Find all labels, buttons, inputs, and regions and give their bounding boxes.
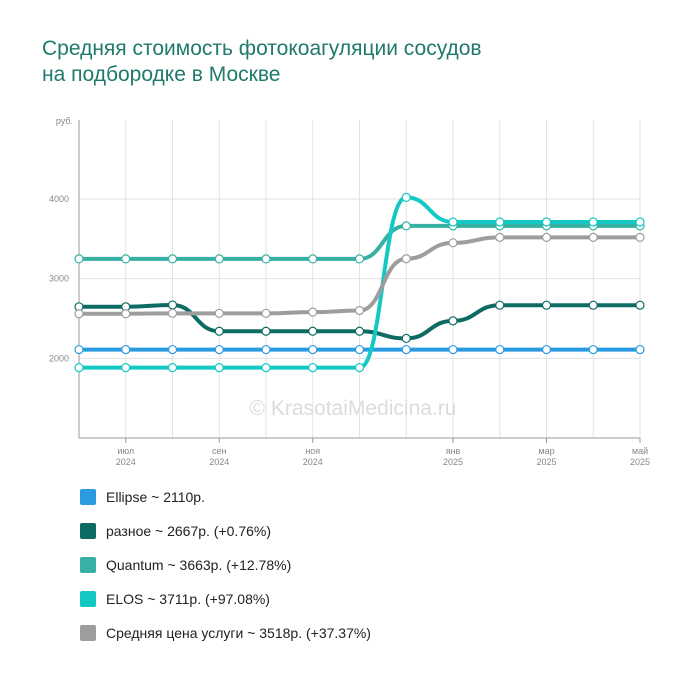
series-1-point	[167, 300, 178, 310]
legend-label: Средняя цена услуги ~ 3518р. (+37.37%)	[106, 625, 371, 641]
legend-item: Ellipse ~ 2110р.	[80, 488, 371, 506]
chart-title: Средняя стоимость фотокоагуляции сосудов…	[42, 36, 662, 88]
series-1-point	[401, 333, 411, 344]
legend-label: ELOS ~ 3711р. (+97.08%)	[106, 591, 270, 607]
chart-title-line-2: на подбородке в Москве	[42, 63, 281, 86]
series-4-point	[121, 309, 131, 319]
series-3-point	[214, 363, 224, 373]
watermark: © KrasotaiMedicina.ru	[250, 397, 457, 420]
chart-grid	[78, 120, 641, 438]
series-4-point	[354, 305, 365, 316]
series-3-point	[401, 192, 411, 203]
series-2-point	[167, 254, 178, 264]
series-0-point	[541, 344, 552, 355]
series-2-point	[121, 254, 131, 264]
chart-legend: Ellipse ~ 2110р. разное ~ 2667р. (+0.76%)…	[80, 488, 371, 658]
series-3-point	[495, 217, 505, 227]
series-3-point	[121, 363, 131, 373]
series-1-point	[635, 300, 645, 310]
y-tick-label: 4000	[49, 194, 69, 204]
legend-label: разное ~ 2667р. (+0.76%)	[106, 523, 271, 539]
legend-swatch	[80, 591, 96, 607]
y-tick-label: 3000	[49, 274, 69, 284]
series-0-point	[308, 344, 318, 355]
x-tick-label-year: 2024	[303, 457, 323, 467]
series-0-point	[121, 344, 131, 355]
x-tick-label-year: 2025	[536, 457, 556, 467]
series-4-point	[261, 308, 271, 318]
series-4-point	[635, 232, 645, 242]
series-0-point	[261, 344, 271, 355]
series-3-point	[308, 363, 318, 373]
x-tick-label-year: 2024	[116, 457, 136, 467]
series-3-point	[541, 217, 552, 227]
legend-item: Quantum ~ 3663р. (+12.78%)	[80, 556, 371, 574]
legend-swatch	[80, 625, 96, 641]
series-0-point	[167, 344, 178, 355]
series-0-point	[354, 344, 365, 355]
x-tick-label-month: сен	[212, 446, 227, 456]
series-1-point	[261, 326, 271, 336]
series-4-point	[308, 307, 318, 317]
series-0-point	[401, 344, 411, 355]
series-4-point	[541, 232, 552, 242]
series-4-point	[588, 232, 598, 242]
legend-swatch	[80, 557, 96, 573]
series-2-point	[354, 254, 365, 264]
chart-series	[74, 192, 645, 373]
x-tick-label-month: май	[632, 446, 648, 456]
series-4-point	[448, 238, 458, 248]
legend-swatch	[80, 489, 96, 505]
series-0-point	[635, 344, 645, 355]
series-2-point	[401, 221, 411, 231]
series-3-point	[354, 363, 365, 373]
x-tick-label-month: янв	[446, 446, 461, 456]
x-tick-label-month: июл	[117, 446, 134, 456]
series-3-point	[448, 217, 458, 227]
x-tick-label-year: 2024	[209, 457, 229, 467]
y-axis-unit-label: руб.	[56, 116, 73, 126]
x-tick-label-year: 2025	[443, 457, 463, 467]
series-1-point	[354, 326, 365, 336]
series-2-point	[214, 254, 224, 264]
series-4-point	[401, 254, 411, 264]
chart-title-line-1: Средняя стоимость фотокоагуляции сосудов	[42, 37, 482, 60]
legend-swatch	[80, 523, 96, 539]
series-3-point	[635, 217, 645, 227]
series-3-point	[167, 363, 178, 373]
series-1-point	[495, 300, 505, 310]
x-tick-label-month: мар	[538, 446, 554, 456]
legend-label: Quantum ~ 3663р. (+12.78%)	[106, 557, 292, 573]
series-2-point	[308, 254, 318, 264]
series-2-point	[74, 254, 84, 264]
y-tick-label: 2000	[49, 353, 69, 363]
series-1-point	[308, 326, 318, 336]
series-1-point	[588, 300, 598, 310]
series-2-point	[261, 254, 271, 264]
series-1-point	[214, 326, 224, 336]
series-0-point	[495, 344, 505, 355]
series-4-point	[214, 308, 224, 318]
chart-axes: руб.200030004000июл2024сен2024ноя2024янв…	[49, 116, 650, 467]
legend-item: разное ~ 2667р. (+0.76%)	[80, 522, 371, 540]
x-tick-label-month: ноя	[305, 446, 320, 456]
series-0-point	[448, 344, 458, 355]
series-3-point	[74, 363, 84, 373]
x-tick-label-year: 2025	[630, 457, 650, 467]
series-4-point	[74, 309, 84, 319]
series-4-point	[495, 232, 505, 242]
series-1-point	[448, 316, 458, 326]
legend-label: Ellipse ~ 2110р.	[106, 489, 205, 505]
series-0-point	[588, 344, 598, 355]
series-3-point	[261, 363, 271, 373]
legend-item: ELOS ~ 3711р. (+97.08%)	[80, 590, 371, 608]
series-0-point	[214, 344, 224, 355]
legend-item: Средняя цена услуги ~ 3518р. (+37.37%)	[80, 624, 371, 642]
series-0-point	[74, 344, 84, 355]
series-4-point	[167, 308, 178, 318]
series-3-point	[588, 217, 598, 227]
series-1-point	[541, 300, 552, 310]
